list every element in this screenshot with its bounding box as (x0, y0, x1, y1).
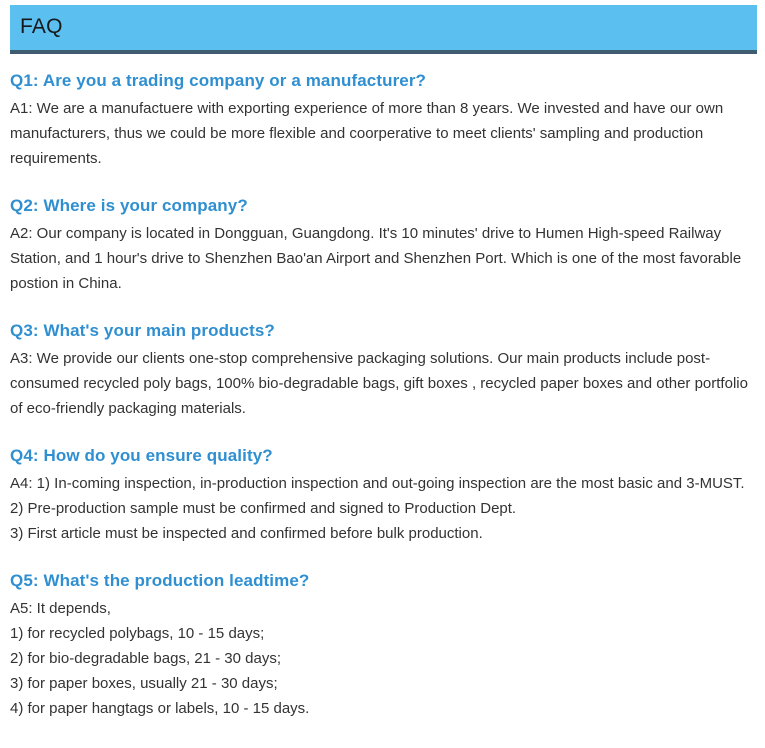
faq-item-1: Q1: Are you a trading company or a manuf… (10, 68, 755, 171)
faq-answer-line: 3) for paper boxes, usually 21 - 30 days… (10, 675, 278, 692)
faq-answer-line: A4: 1) In-coming inspection, in-producti… (10, 475, 745, 492)
faq-item-2: Q2: Where is your company? A2: Our compa… (10, 193, 755, 296)
faq-answer-4: A4: 1) In-coming inspection, in-producti… (10, 471, 755, 546)
faq-question-3: Q3: What's your main products? (10, 321, 275, 340)
faq-answer-line: 1) for recycled polybags, 10 - 15 days; (10, 625, 265, 642)
faq-answer-line: A5: It depends, (10, 600, 111, 617)
faq-question-2: Q2: Where is your company? (10, 196, 248, 215)
faq-answer-2: A2: Our company is located in Dongguan, … (10, 225, 742, 292)
faq-answer-line: 3) First article must be inspected and c… (10, 525, 483, 542)
faq-item-4: Q4: How do you ensure quality? A4: 1) In… (10, 443, 755, 546)
faq-question-1: Q1: Are you a trading company or a manuf… (10, 71, 427, 90)
faq-answer-line: 2) for bio-degradable bags, 21 - 30 days… (10, 650, 282, 667)
faq-question-5: Q5: What's the production leadtime? (10, 571, 310, 590)
faq-header-banner: FAQ (10, 5, 757, 54)
faq-answer-1: A1: We are a manufactuere with exporting… (10, 100, 724, 167)
faq-item-3: Q3: What's your main products? A3: We pr… (10, 318, 755, 421)
faq-answer-5: A5: It depends, 1) for recycled polybags… (10, 596, 755, 721)
faq-item-5: Q5: What's the production leadtime? A5: … (10, 568, 755, 721)
faq-answer-3: A3: We provide our clients one-stop comp… (10, 350, 748, 417)
page-title: FAQ (20, 15, 63, 38)
faq-question-4: Q4: How do you ensure quality? (10, 446, 273, 465)
faq-list: Q1: Are you a trading company or a manuf… (10, 68, 755, 721)
faq-answer-line: 2) Pre-production sample must be confirm… (10, 500, 517, 517)
faq-answer-line: 4) for paper hangtags or labels, 10 - 15… (10, 700, 310, 717)
